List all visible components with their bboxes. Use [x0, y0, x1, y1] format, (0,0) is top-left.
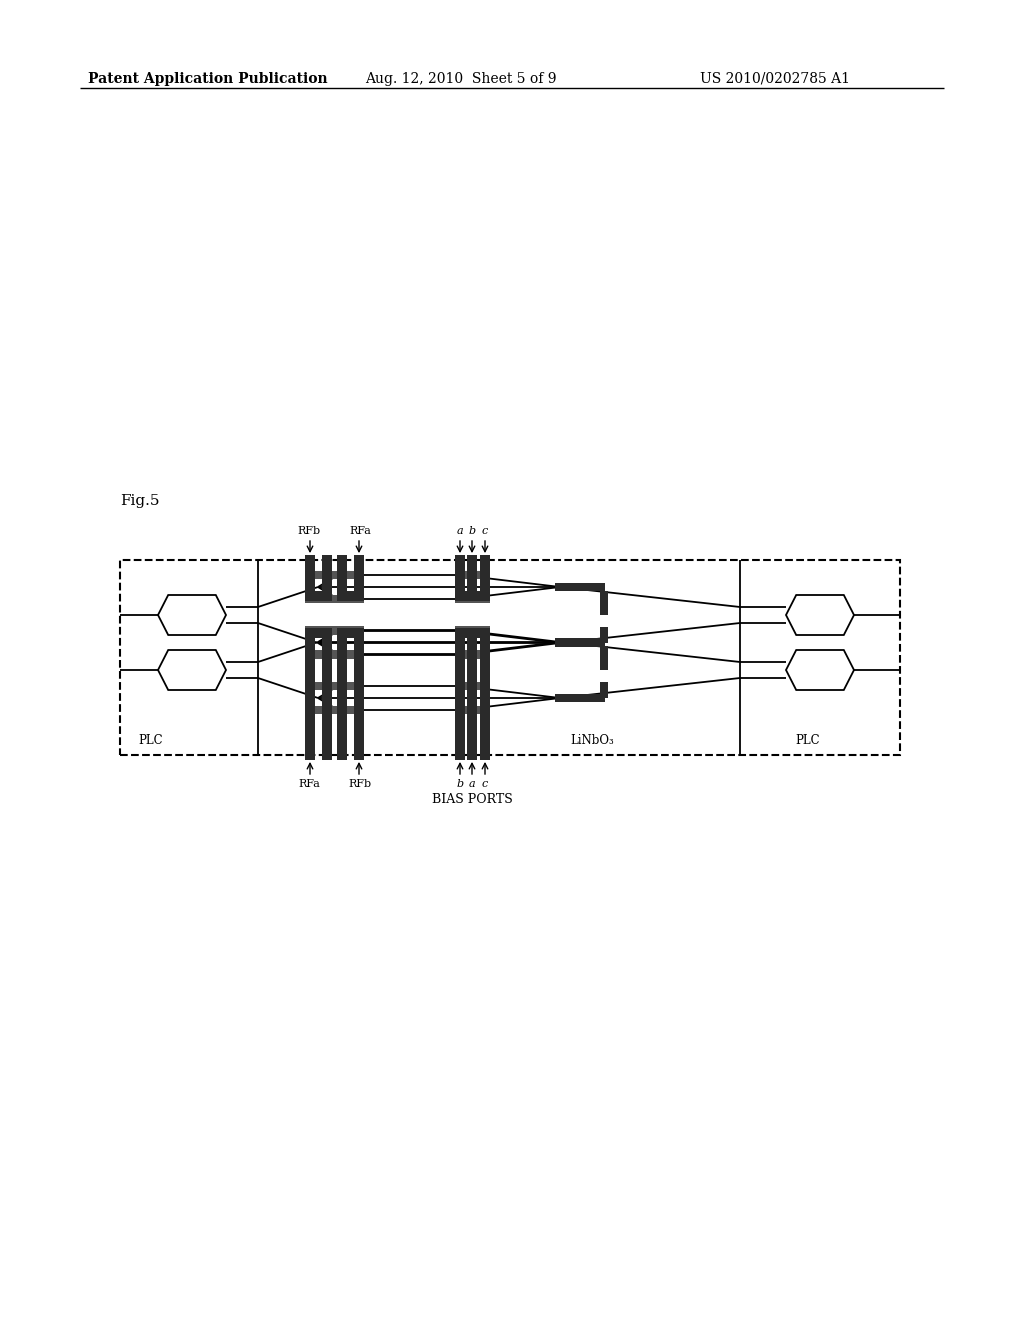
- Bar: [305, 706, 364, 714]
- Bar: [305, 595, 364, 603]
- Text: RFa: RFa: [298, 779, 319, 789]
- Bar: [555, 639, 605, 647]
- Text: b: b: [468, 525, 475, 536]
- Bar: [455, 682, 490, 690]
- Bar: [354, 628, 364, 760]
- Bar: [600, 591, 608, 615]
- Bar: [337, 591, 364, 601]
- Bar: [555, 583, 605, 591]
- Bar: [467, 628, 477, 760]
- Bar: [455, 627, 490, 635]
- Bar: [480, 554, 490, 601]
- Text: b: b: [457, 779, 464, 789]
- Text: a: a: [469, 779, 475, 789]
- Bar: [555, 694, 605, 702]
- Bar: [305, 649, 364, 657]
- Bar: [305, 591, 332, 601]
- Text: PLC: PLC: [138, 734, 163, 747]
- Text: RFb: RFb: [297, 525, 321, 536]
- Text: US 2010/0202785 A1: US 2010/0202785 A1: [700, 73, 850, 86]
- Bar: [322, 628, 332, 760]
- Bar: [455, 554, 465, 601]
- Bar: [354, 554, 364, 601]
- Text: c: c: [482, 525, 488, 536]
- Text: Fig.5: Fig.5: [120, 494, 160, 508]
- Text: c: c: [482, 779, 488, 789]
- Text: PLC: PLC: [795, 734, 819, 747]
- Text: LiNbO₃: LiNbO₃: [570, 734, 613, 747]
- Text: RFb: RFb: [348, 779, 372, 789]
- Bar: [337, 628, 347, 760]
- Bar: [455, 628, 465, 760]
- Bar: [467, 554, 477, 601]
- Bar: [480, 628, 490, 760]
- Bar: [305, 651, 364, 659]
- Bar: [600, 682, 608, 698]
- Bar: [455, 649, 490, 657]
- Bar: [455, 626, 490, 634]
- Bar: [305, 627, 364, 635]
- Bar: [305, 626, 364, 634]
- Text: BIAS PORTS: BIAS PORTS: [432, 793, 513, 807]
- Bar: [455, 572, 490, 579]
- Bar: [455, 706, 490, 714]
- Text: RFa: RFa: [349, 525, 371, 536]
- Bar: [455, 651, 490, 659]
- Text: Aug. 12, 2010  Sheet 5 of 9: Aug. 12, 2010 Sheet 5 of 9: [365, 73, 556, 86]
- Bar: [600, 645, 608, 671]
- Bar: [337, 554, 347, 601]
- Bar: [455, 595, 490, 603]
- Text: a: a: [457, 525, 463, 536]
- Bar: [120, 560, 900, 755]
- Bar: [322, 554, 332, 601]
- Bar: [305, 628, 332, 638]
- Text: Patent Application Publication: Patent Application Publication: [88, 73, 328, 86]
- Bar: [305, 682, 364, 690]
- Bar: [305, 554, 315, 601]
- Bar: [305, 572, 364, 579]
- Bar: [555, 638, 605, 645]
- Bar: [305, 628, 315, 760]
- Bar: [455, 591, 490, 601]
- Bar: [337, 628, 364, 638]
- Bar: [600, 627, 608, 643]
- Bar: [455, 628, 490, 638]
